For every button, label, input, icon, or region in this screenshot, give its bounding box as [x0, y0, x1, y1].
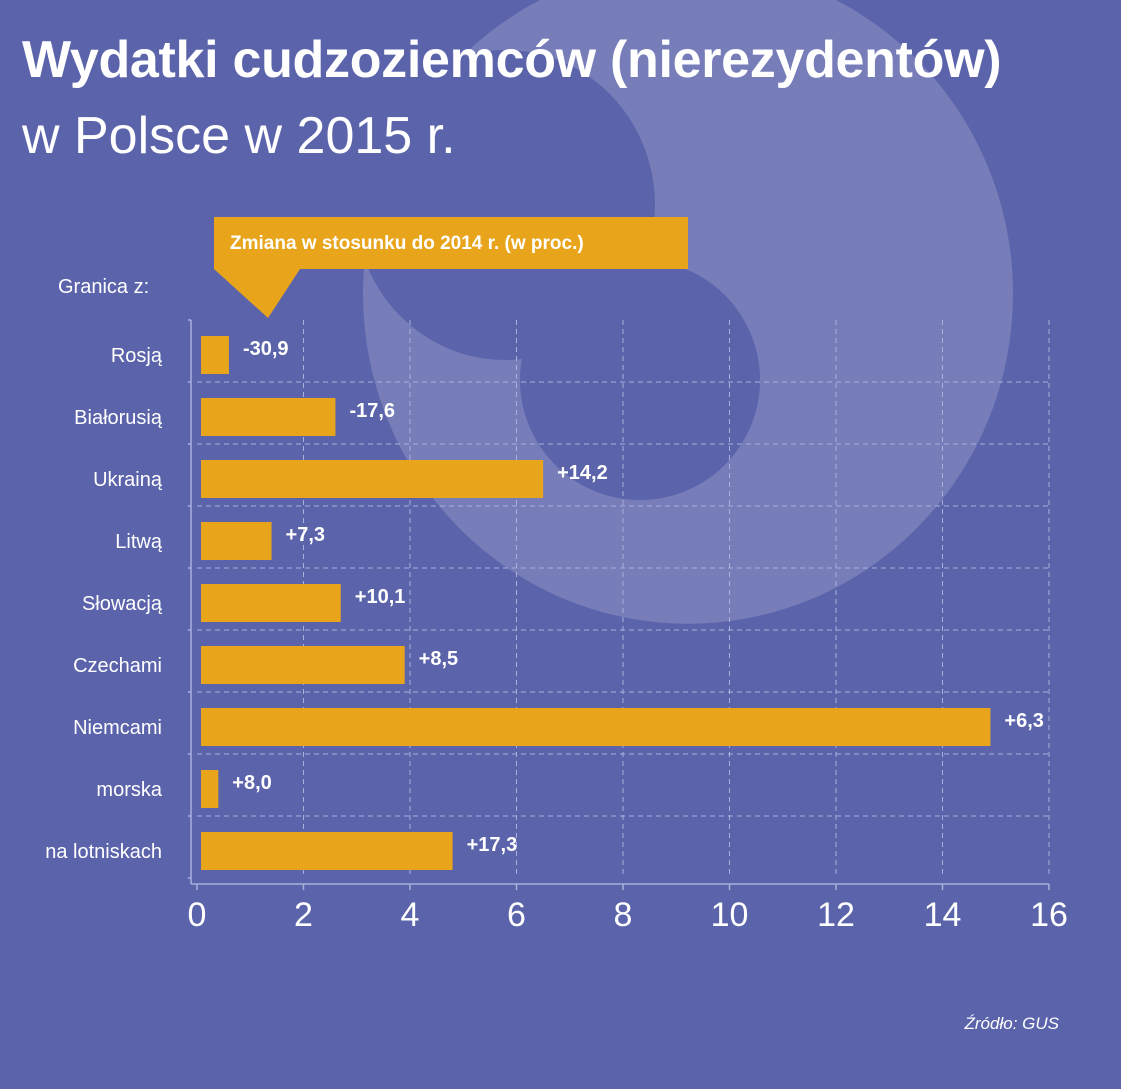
x-tick-label: 8 — [614, 896, 633, 934]
x-tick-label: 10 — [711, 896, 749, 934]
bar — [201, 522, 272, 560]
page-subtitle: w Polsce w 2015 r. — [22, 107, 456, 165]
data-label: +8,5 — [419, 648, 458, 670]
category-label: na lotniskach — [45, 841, 162, 863]
category-label: Litwą — [115, 531, 163, 553]
data-label: +6,3 — [1004, 710, 1043, 732]
category-label: Niemcami — [73, 717, 162, 739]
bar — [201, 336, 229, 374]
bar — [201, 832, 453, 870]
data-label: +17,3 — [467, 834, 518, 856]
category-label: Białorusią — [74, 407, 163, 429]
x-tick-label: 2 — [294, 896, 313, 934]
category-header: Granica z: — [58, 276, 150, 298]
x-tick-label: 12 — [817, 896, 855, 934]
category-label: Słowacją — [82, 593, 163, 615]
data-label: +14,2 — [557, 462, 608, 484]
bar — [201, 708, 991, 746]
x-tick-label: 0 — [188, 896, 207, 934]
source-note: Źródło: GUS — [964, 1014, 1059, 1033]
bar — [201, 398, 336, 436]
category-label: Czechami — [73, 655, 162, 677]
category-label: Ukrainą — [93, 469, 163, 491]
data-label: -30,9 — [243, 338, 289, 360]
page-title: Wydatki cudzoziemców (nierezydentów) — [22, 31, 1002, 89]
x-tick-label: 4 — [401, 896, 420, 934]
x-tick-label: 6 — [507, 896, 526, 934]
x-tick-label: 16 — [1030, 896, 1068, 934]
bar — [201, 460, 544, 498]
data-label: +7,3 — [286, 524, 325, 546]
bar — [201, 584, 341, 622]
category-label: morska — [96, 779, 162, 801]
data-label: +8,0 — [232, 772, 271, 794]
category-label: Rosją — [111, 345, 163, 367]
data-label: -17,6 — [349, 400, 395, 422]
data-label: +10,1 — [355, 586, 406, 608]
x-tick-label: 14 — [924, 896, 962, 934]
bar — [201, 646, 405, 684]
bar — [201, 770, 219, 808]
callout-label: Zmiana w stosunku do 2014 r. (w proc.) — [230, 233, 584, 254]
